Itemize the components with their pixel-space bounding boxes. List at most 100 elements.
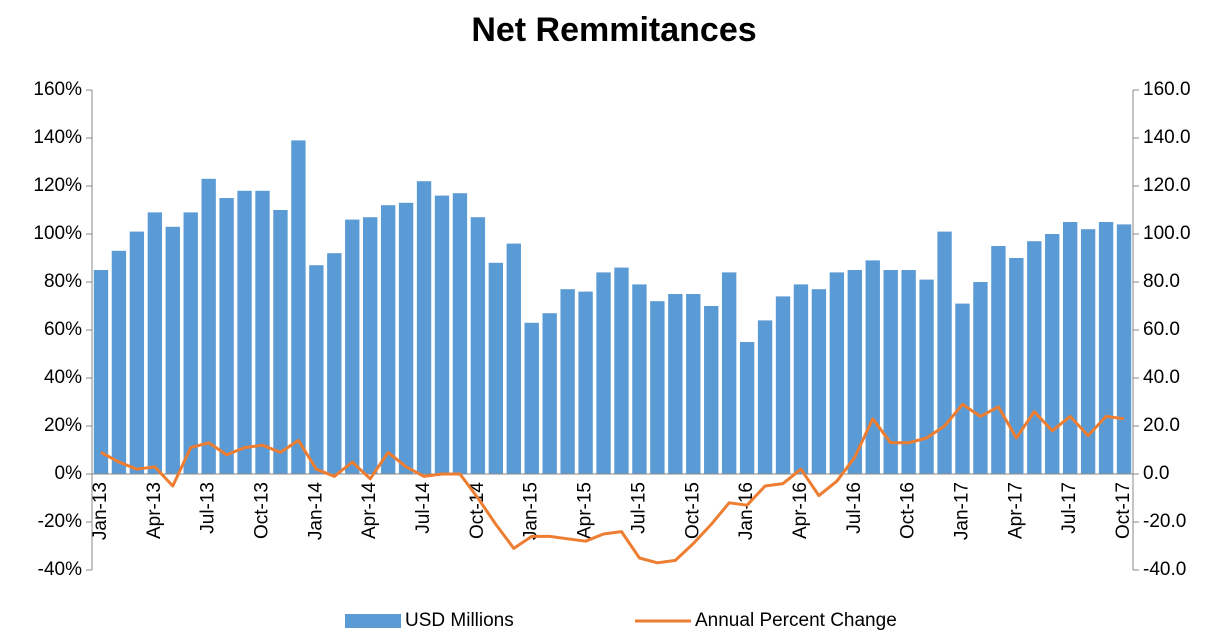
bar — [380, 205, 396, 474]
y2-tick-label: 100.0 — [1143, 223, 1191, 244]
bar — [847, 270, 862, 474]
x-tick-label: Oct-17 — [1113, 482, 1134, 539]
bar — [901, 270, 916, 474]
y2-tick-label: 60.0 — [1143, 319, 1180, 340]
bar — [632, 284, 647, 474]
bar — [237, 190, 252, 475]
bar — [829, 272, 845, 474]
y2-tick-label: 20.0 — [1143, 415, 1180, 436]
bar — [686, 294, 701, 474]
bar — [542, 313, 557, 474]
bar — [363, 217, 378, 474]
bar — [739, 342, 755, 474]
bar — [775, 296, 791, 474]
bar — [165, 226, 180, 474]
x-tick-label: Jul-13 — [198, 482, 219, 534]
bar — [524, 322, 539, 474]
bar — [865, 260, 880, 474]
bar — [183, 212, 198, 474]
x-tick-label: Jul-14 — [413, 482, 434, 534]
x-tick-label: Oct-14 — [467, 482, 488, 539]
y-tick-label: 80% — [44, 271, 82, 292]
bar — [614, 267, 629, 474]
y-tick-label: 120% — [33, 175, 82, 196]
x-tick-label: Oct-15 — [682, 482, 703, 539]
bar — [273, 210, 288, 474]
x-tick-label: Apr-13 — [144, 482, 165, 539]
x-tick-label: Jan-13 — [90, 482, 111, 540]
y2-tick-label: -20.0 — [1143, 511, 1186, 532]
bar — [309, 265, 324, 474]
y-tick-label: 40% — [44, 367, 82, 388]
bar — [434, 195, 450, 474]
bar — [1009, 258, 1024, 474]
bar — [93, 270, 109, 474]
bar — [201, 178, 216, 475]
y-tick-label: -20% — [38, 511, 82, 532]
y2-tick-label: -40.0 — [1143, 559, 1186, 580]
x-tick-label: Jan-17 — [952, 482, 973, 540]
y2-tick-label: 120.0 — [1143, 175, 1191, 196]
x-tick-label: Jan-15 — [521, 482, 542, 540]
bar — [255, 190, 270, 475]
bar — [111, 250, 127, 474]
legend: USD Millions Annual Percent Change — [345, 610, 897, 631]
bar — [811, 289, 827, 474]
y-tick-label: 0% — [55, 463, 83, 484]
bar — [1045, 234, 1060, 474]
y2-tick-label: 80.0 — [1143, 271, 1180, 292]
y-tick-label: 140% — [33, 127, 82, 148]
x-tick-label: Apr-17 — [1005, 482, 1026, 539]
y2-tick-label: 140.0 — [1143, 127, 1191, 148]
bar — [488, 262, 504, 474]
y-tick-label: 160% — [33, 79, 82, 100]
y-tick-label: 60% — [44, 319, 82, 340]
bar — [991, 246, 1006, 474]
bar — [291, 140, 306, 474]
line — [100, 402, 1125, 565]
bar — [757, 320, 773, 474]
y-tick-label: 100% — [33, 223, 82, 244]
bar — [147, 212, 162, 474]
bar — [596, 272, 611, 474]
bar — [345, 219, 360, 474]
bar — [327, 253, 342, 474]
x-tick-label: Apr-15 — [575, 482, 596, 539]
x-tick-label: Oct-13 — [252, 482, 273, 539]
y2-tick-label: 0.0 — [1143, 463, 1169, 484]
bar — [668, 294, 683, 474]
x-tick-label: Jan-14 — [305, 482, 326, 541]
bar — [793, 284, 809, 474]
bar — [452, 193, 468, 474]
bar — [1080, 229, 1096, 474]
bar — [506, 243, 521, 474]
x-tick-label: Apr-14 — [359, 482, 380, 539]
bar — [560, 289, 575, 474]
bar — [1063, 222, 1078, 474]
bar — [1116, 224, 1132, 474]
bar — [129, 231, 145, 474]
y2-tick-label: 40.0 — [1143, 367, 1180, 388]
bar — [919, 279, 934, 474]
bar — [937, 231, 952, 474]
x-tick-label: Oct-16 — [898, 482, 919, 539]
legend-label: USD Millions — [405, 610, 514, 631]
bar — [416, 181, 432, 474]
y-tick-label: -40% — [38, 559, 82, 580]
legend-label: Annual Percent Change — [695, 610, 897, 631]
bar — [470, 217, 486, 474]
bar — [955, 303, 970, 474]
bar — [219, 198, 234, 474]
bar — [650, 301, 665, 474]
bar — [704, 306, 719, 474]
x-tick-label: Jul-15 — [628, 482, 649, 534]
bar — [1098, 222, 1114, 474]
x-tick-label: Apr-16 — [790, 482, 811, 539]
legend-swatch — [345, 614, 401, 628]
bar — [398, 202, 414, 475]
bar — [578, 291, 593, 474]
bar — [721, 272, 737, 474]
x-tick-label: Jul-17 — [1059, 482, 1080, 534]
chart-title: Net Remmitances — [471, 11, 756, 49]
